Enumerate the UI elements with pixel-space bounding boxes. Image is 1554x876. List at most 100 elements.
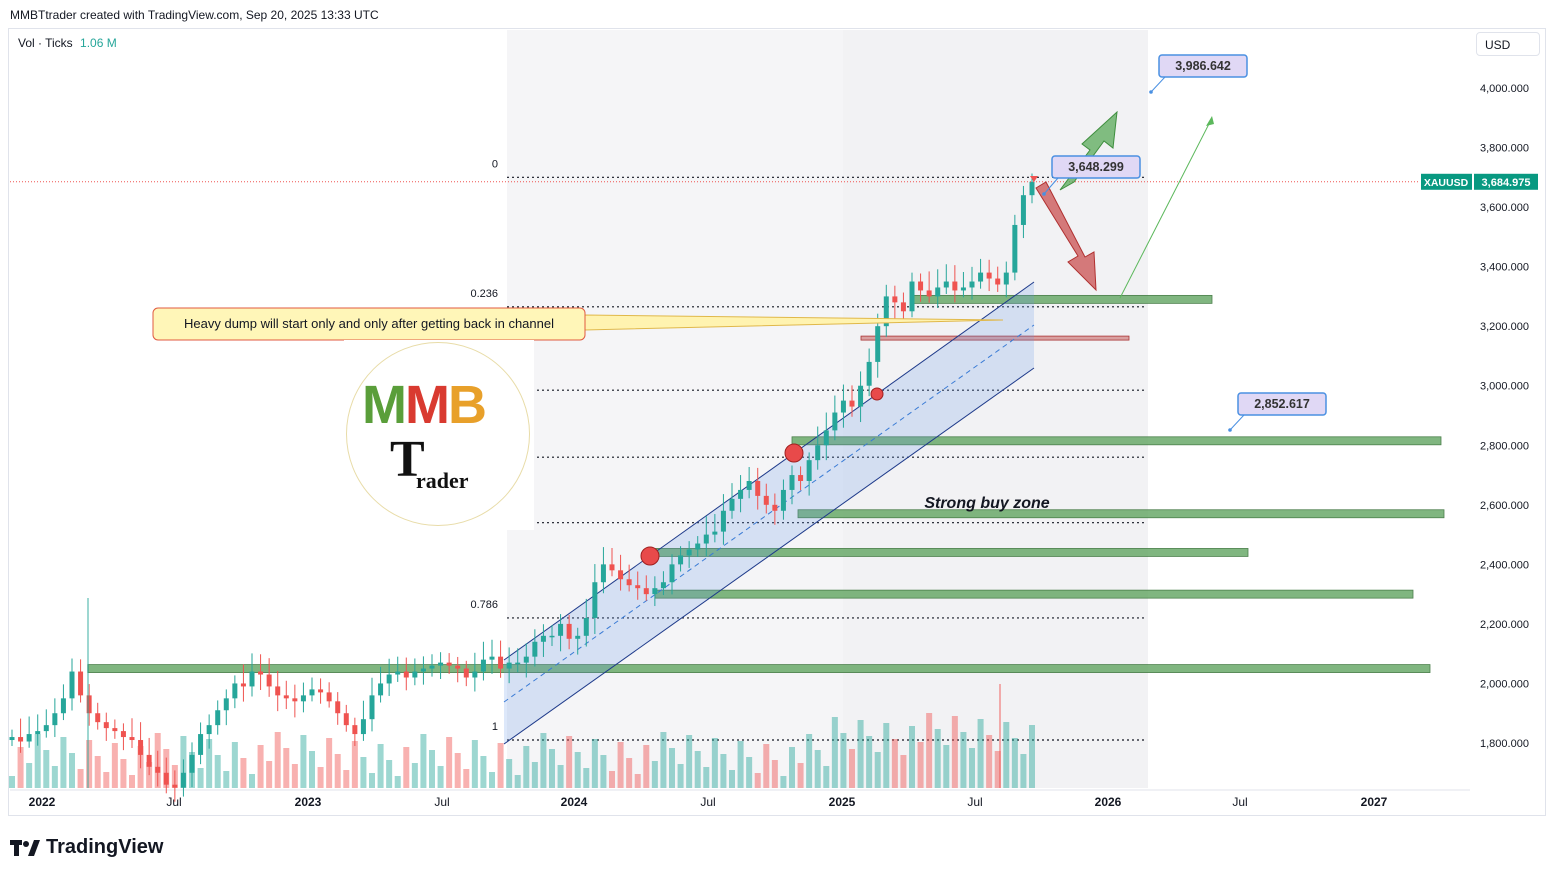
volume-bar xyxy=(926,713,933,788)
fib-shade-left xyxy=(507,30,843,788)
candle-body xyxy=(78,671,84,696)
volume-bar xyxy=(720,754,727,788)
volume-bar xyxy=(403,747,410,788)
y-tick-label: 2,200.000 xyxy=(1480,619,1529,631)
volume-bar xyxy=(369,773,375,788)
volume-bar xyxy=(231,742,238,788)
volume-bar xyxy=(1020,754,1027,788)
support-zone xyxy=(87,664,1431,673)
candle-body xyxy=(943,281,949,288)
volume-bar xyxy=(77,769,84,788)
red-marker xyxy=(640,546,660,566)
volume-bar xyxy=(351,741,358,788)
volume-bar xyxy=(317,767,324,788)
volume-bar xyxy=(677,764,684,788)
y-tick-label: 3,200.000 xyxy=(1480,321,1529,333)
currency-button[interactable]: USD xyxy=(1476,32,1540,56)
candle-body xyxy=(600,564,606,583)
target-high-callout-text: 3,986.642 xyxy=(1175,59,1231,73)
logo-t-glyph: T xyxy=(390,431,425,488)
candle-body xyxy=(540,635,546,642)
tradingview-footer[interactable]: TradingView xyxy=(10,836,163,859)
x-tick-label: Jul xyxy=(166,795,181,809)
target-high-callout-anchor xyxy=(1149,90,1153,94)
candle-body xyxy=(618,570,624,580)
candle-body xyxy=(189,754,195,773)
volume-bar xyxy=(300,735,307,788)
volume-bar xyxy=(574,752,581,788)
volume-bar xyxy=(557,765,564,788)
candle-body xyxy=(978,272,984,282)
volume-bar xyxy=(257,745,264,788)
volume-bar xyxy=(206,739,213,788)
candle-body xyxy=(875,326,881,362)
volume-bar xyxy=(420,734,427,788)
candle-body xyxy=(300,695,306,702)
x-tick-label: Jul xyxy=(700,795,715,809)
volume-bar xyxy=(489,772,495,788)
target-mid-callout-anchor xyxy=(1042,192,1046,196)
fib-level-label: 1 xyxy=(492,721,498,733)
candle-body xyxy=(583,617,589,636)
volume-bar xyxy=(129,775,135,788)
candle-body xyxy=(129,737,135,741)
candle-body xyxy=(1029,181,1035,196)
candle-body xyxy=(960,287,966,291)
candle-body xyxy=(360,719,366,735)
target-mid-callout-box xyxy=(1051,155,1141,179)
target-low-callout-leader xyxy=(1229,414,1245,431)
tradingview-brand: TradingView xyxy=(46,836,164,858)
volume-bar xyxy=(386,760,393,788)
volume-bar xyxy=(523,746,530,788)
candle-body xyxy=(1012,224,1018,273)
candle-body xyxy=(60,698,66,714)
y-tick-label: 1,800.000 xyxy=(1480,738,1529,750)
candle-body xyxy=(463,668,469,678)
volume-bar xyxy=(43,750,50,788)
candle-body xyxy=(806,460,812,481)
volume-bar xyxy=(823,766,830,788)
volume-bar xyxy=(831,717,838,788)
candle-body xyxy=(172,784,178,788)
volume-bar xyxy=(771,760,778,788)
volume-bar xyxy=(840,733,847,788)
volume-bar xyxy=(111,743,118,788)
red-marker xyxy=(870,387,884,401)
candle-body xyxy=(138,740,144,755)
volume-bar xyxy=(643,745,650,788)
candle-body xyxy=(840,400,846,413)
volume-bar xyxy=(274,732,281,788)
candle-body xyxy=(678,555,684,565)
volume-bar xyxy=(480,756,487,788)
candle-body xyxy=(86,695,92,714)
channel-lower xyxy=(503,367,1035,745)
logo-circle xyxy=(346,342,530,526)
candle-body xyxy=(523,656,529,663)
volume-bar xyxy=(283,748,290,788)
candle-body xyxy=(969,281,975,288)
chart-frame xyxy=(8,28,1546,816)
candle-body xyxy=(412,671,418,678)
candle-body xyxy=(326,692,332,702)
volume-bar xyxy=(951,716,958,788)
x-tick-label: 2025 xyxy=(829,795,856,809)
y-tick-label: 2,800.000 xyxy=(1480,440,1529,452)
volume-bar xyxy=(814,750,821,788)
volume-bar xyxy=(669,748,675,788)
candle-body xyxy=(378,683,384,696)
candle-body xyxy=(892,296,898,303)
volume-bar xyxy=(1029,725,1035,788)
volume-bar xyxy=(780,776,787,788)
candle-body xyxy=(420,668,426,672)
support-zone xyxy=(654,589,1414,599)
candle-body xyxy=(112,728,118,732)
volume-bar xyxy=(103,772,110,788)
volume-bar xyxy=(651,761,658,788)
x-tick-label: 2026 xyxy=(1095,795,1122,809)
volume-bar xyxy=(626,758,633,788)
volume-legend-label: Vol · Ticks xyxy=(18,36,73,50)
candle-body xyxy=(266,674,272,687)
volume-bar xyxy=(51,766,58,788)
candle-body xyxy=(352,725,358,735)
